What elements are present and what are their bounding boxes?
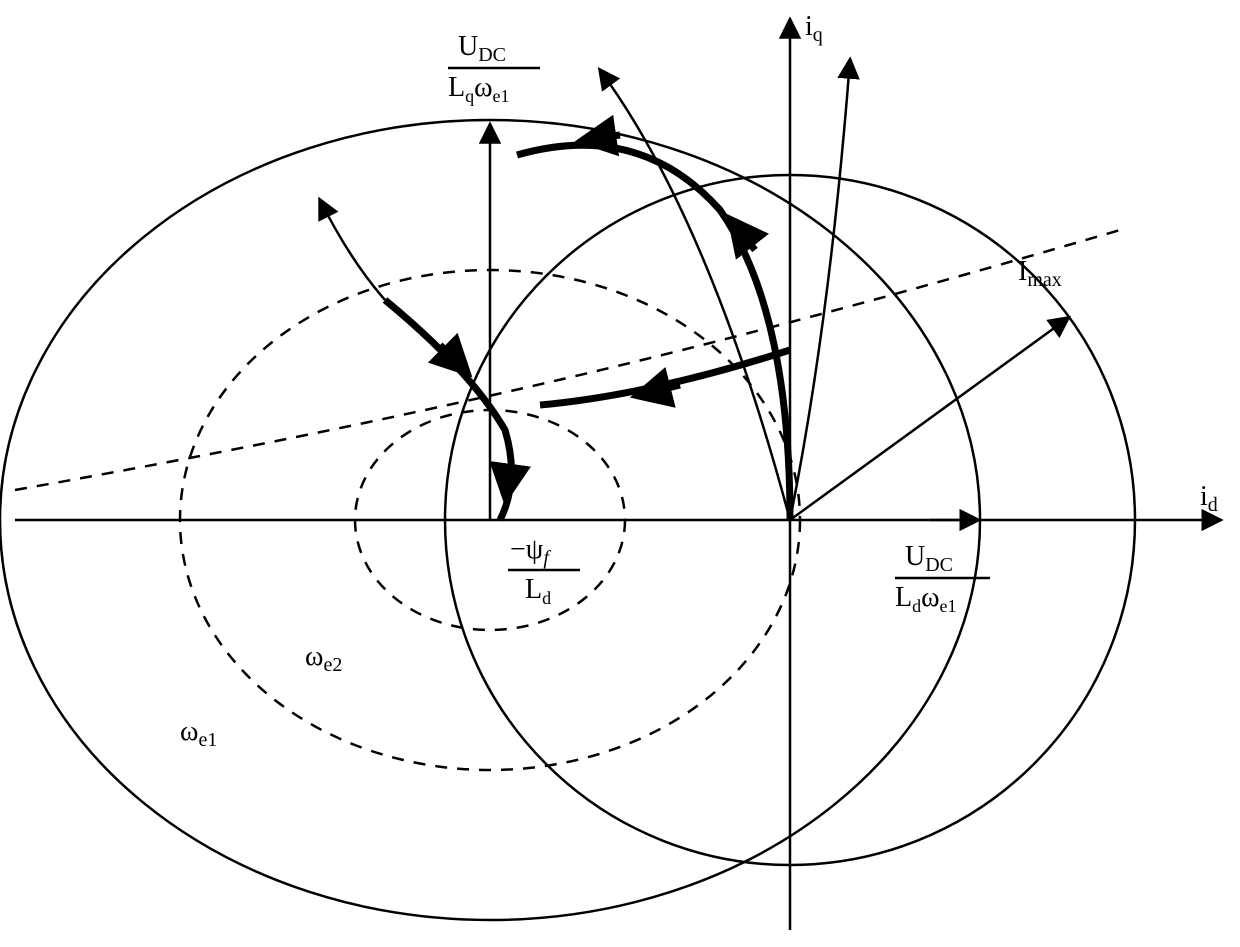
- frac-den: Lqωe1: [448, 72, 510, 106]
- trajectory-seg-3: [385, 300, 511, 520]
- frac-den: Ldωe1: [895, 582, 957, 616]
- imax-radius-arrow: [790, 318, 1068, 520]
- frac-den: Ld: [525, 574, 551, 608]
- trajectory-seg-1-arrow-b: [585, 135, 620, 140]
- trajectory-seg-2: [540, 350, 790, 405]
- mtpv-dashed-curve: [15, 230, 1120, 490]
- mtpa-curve-left-tail: [320, 200, 385, 300]
- label-udc-over-ldw: UDC Ldωe1: [895, 541, 990, 616]
- label-psi-over-ld: −ψf Ld: [508, 534, 580, 608]
- trajectory-seg-3-arrow-b: [506, 465, 510, 495]
- frac-num: UDC: [905, 541, 953, 576]
- x-axis-label: id: [1200, 481, 1218, 516]
- frac-num: −ψf: [510, 534, 551, 569]
- label-omega-e1: ωe1: [180, 716, 217, 751]
- y-axis-label: iq: [805, 11, 823, 46]
- label-imax: Imax: [1018, 256, 1062, 291]
- mtpa-curve-right: [790, 60, 850, 520]
- label-udc-over-lqw: UDC Lqωe1: [448, 31, 540, 106]
- frac-num: UDC: [458, 31, 506, 66]
- label-omega-e2: ωe2: [305, 641, 342, 676]
